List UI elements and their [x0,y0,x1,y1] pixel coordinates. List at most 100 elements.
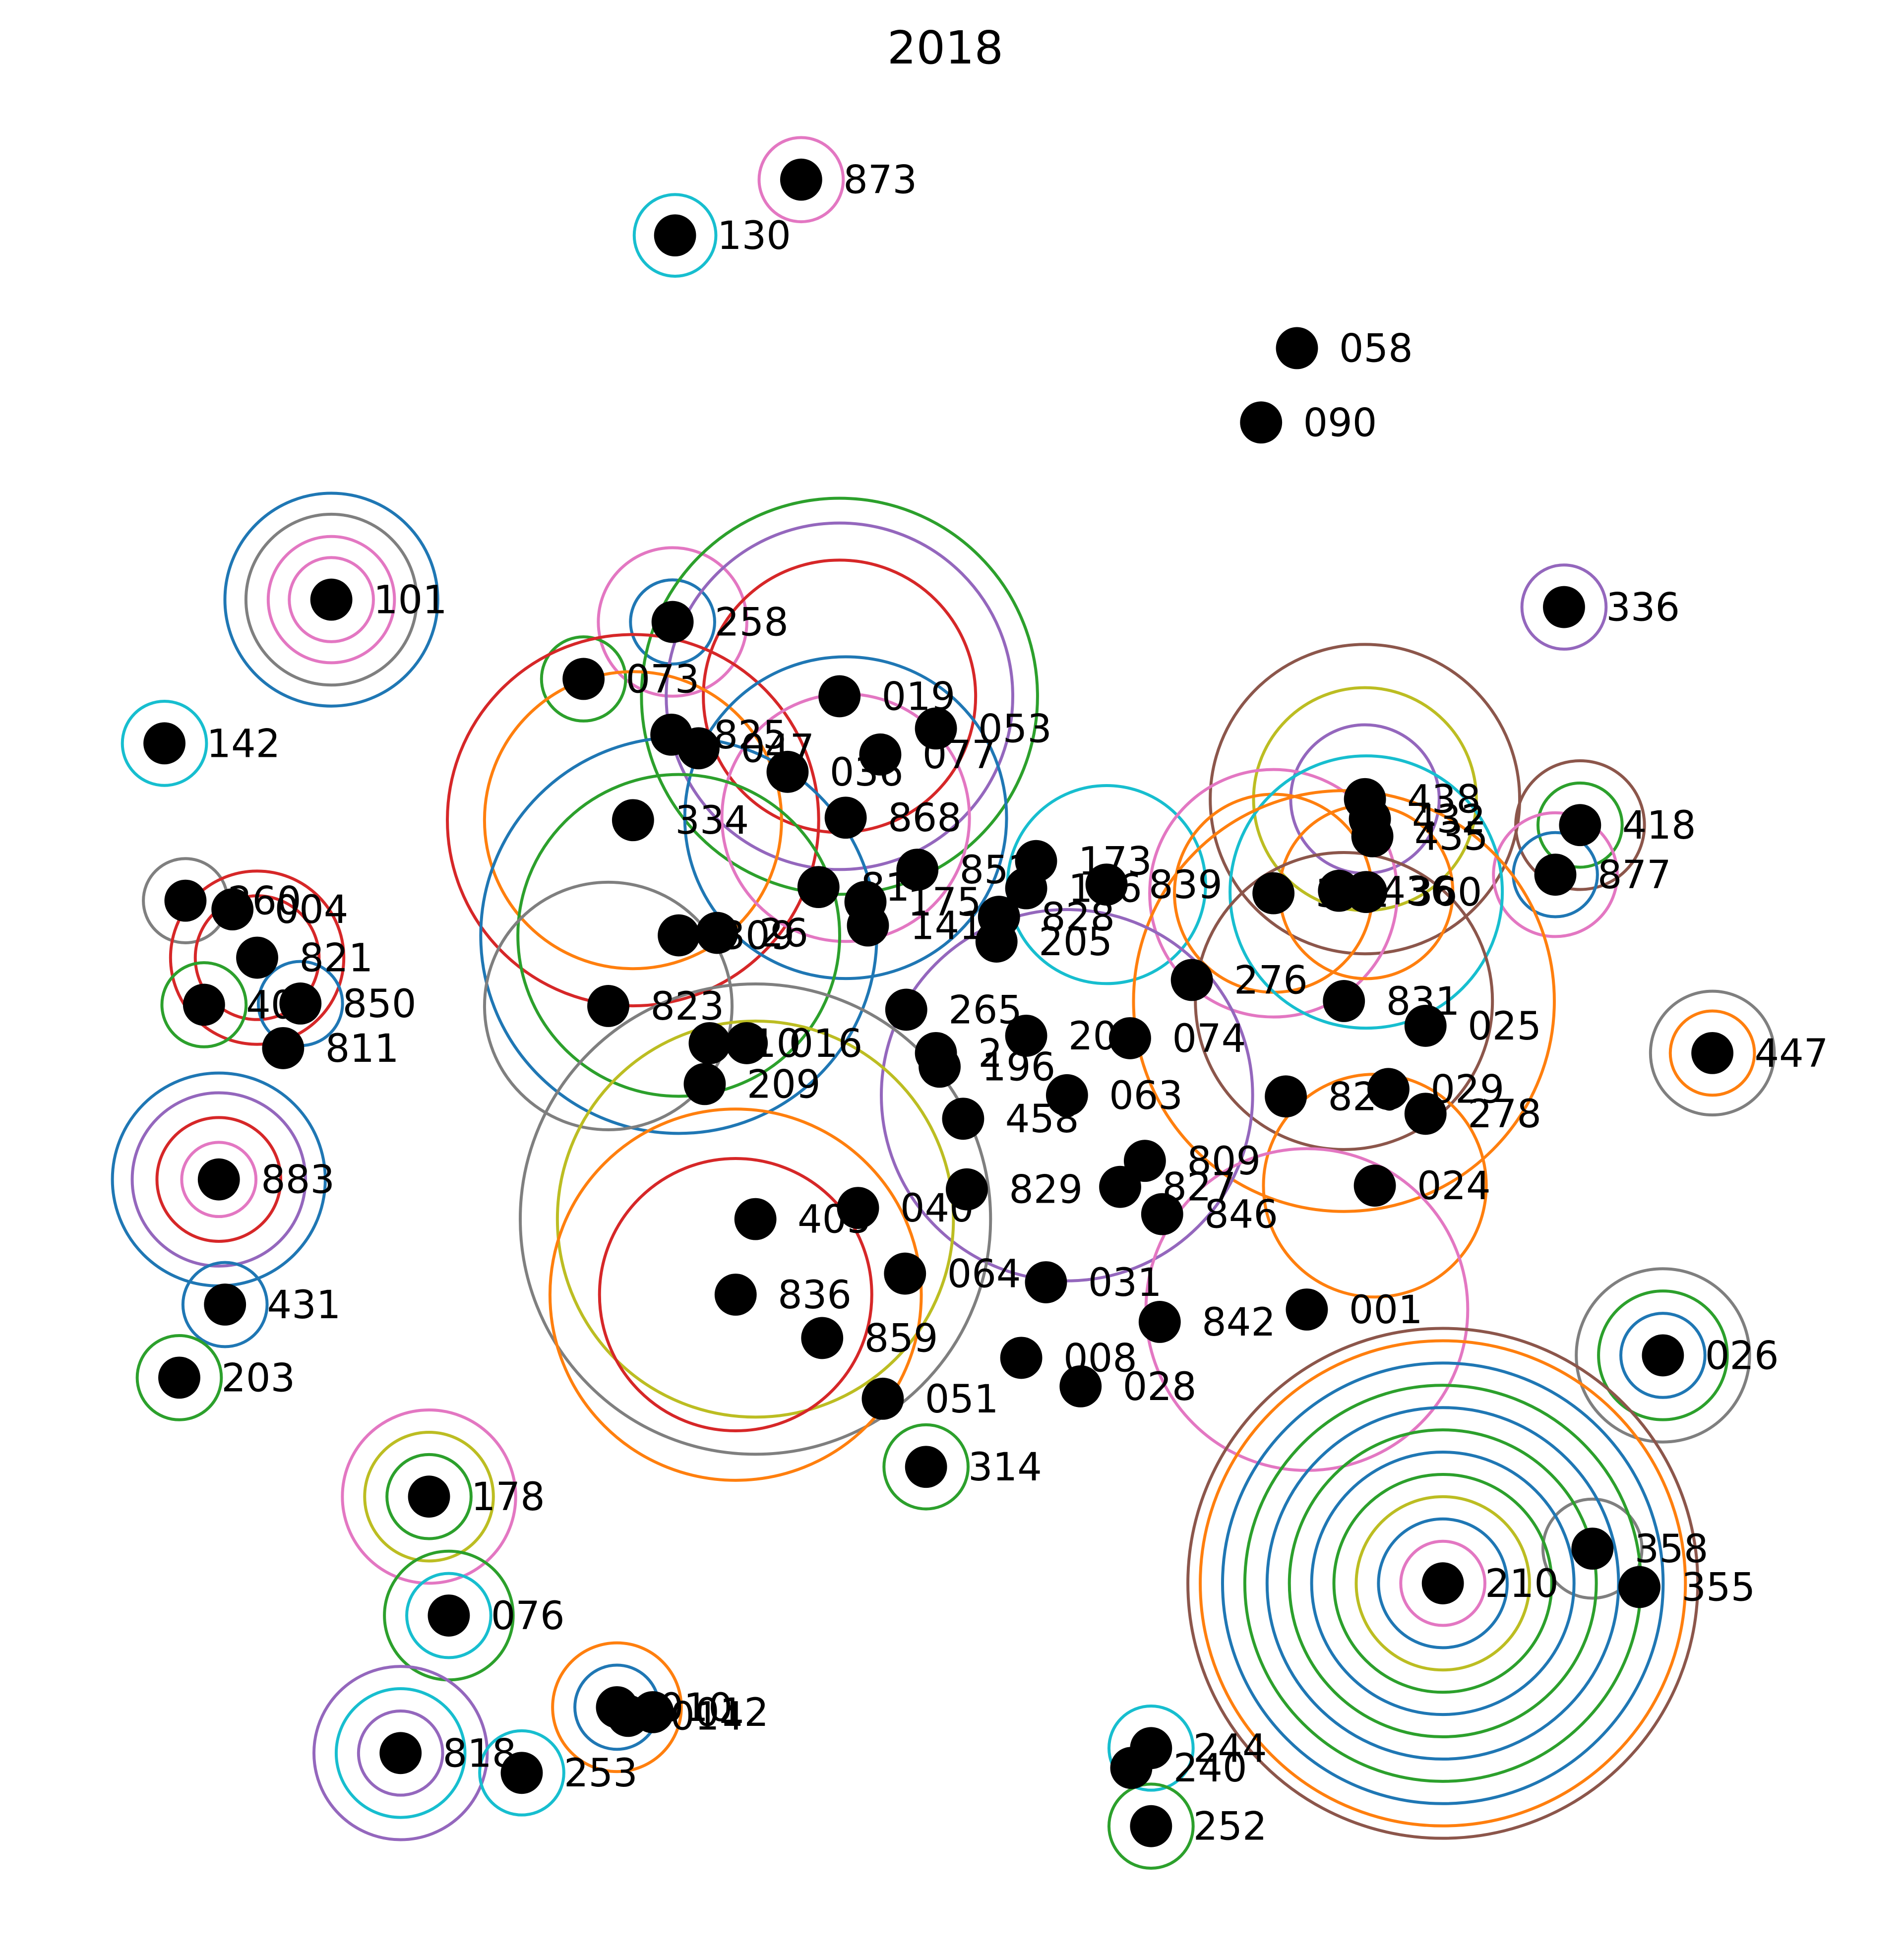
point-label-20: 20 [1068,1014,1117,1059]
point-842 [1138,1301,1181,1343]
point-883 [197,1158,240,1201]
point-label-253: 253 [564,1751,638,1796]
point-label-036: 036 [830,750,904,795]
ring-244-0 [1107,1704,1195,1792]
ring-405-0 [555,1019,955,1419]
point-029 [1367,1068,1410,1110]
point-label-016: 016 [789,1022,863,1066]
ring-130-0 [632,193,718,278]
ring-405-1 [518,982,992,1456]
point-820 [1265,1075,1307,1118]
point-031 [1025,1261,1067,1303]
point-label-820: 820 [1328,1075,1402,1119]
point-850 [279,982,322,1025]
point-label-051: 051 [925,1377,999,1422]
point-360 [1345,871,1388,914]
point-label-019: 019 [881,674,955,719]
point-81 [797,866,840,909]
point-label-2: 2 [978,1032,1003,1076]
point-label-435: 435 [1414,815,1488,859]
point-label-309: 309 [721,914,795,959]
point-label-432: 432 [1412,797,1486,842]
point-276 [1170,959,1213,1001]
point-210 [1421,1562,1464,1604]
point-label-101: 101 [373,578,447,623]
point-label-053: 053 [978,707,1052,751]
ring-210-4 [1310,1451,1576,1716]
ring-836-0 [598,1157,873,1433]
point-136 [1005,867,1047,910]
point-205 [975,920,1018,963]
point-074 [1109,1017,1151,1059]
point-label-355: 355 [1681,1566,1755,1610]
ring-360-1 [1228,754,1504,1030]
point-877 [1534,854,1577,896]
ring-334-1 [446,633,820,1008]
point-label-818: 818 [443,1731,517,1776]
ring-210-5 [1288,1428,1598,1739]
point-label-842: 842 [1202,1300,1276,1345]
point-024 [1353,1164,1396,1207]
ring-818-1 [334,1687,467,1819]
point-130 [654,214,696,257]
point-label-828: 828 [1041,895,1115,940]
point-label-407: 407 [246,983,320,1028]
point-334 [612,799,654,842]
ring-203-0 [135,1334,223,1421]
ring-868-1 [683,655,1008,980]
point-label-852: 852 [960,848,1034,893]
ring-309-0 [516,773,841,1098]
point-label-447: 447 [1754,1032,1828,1076]
point-004 [211,888,254,931]
point-label-141: 141 [910,904,984,949]
ring-101-3 [223,491,439,708]
point-label-331: 331 [1315,872,1389,916]
ring-431-0 [181,1261,269,1348]
point-258 [651,601,694,643]
point-label-024: 024 [1417,1164,1491,1209]
ring-831-0 [1194,851,1494,1151]
point-label-001: 001 [1349,1288,1423,1333]
point-label-438: 438 [1407,778,1481,822]
point-839 [1085,863,1128,906]
point-265 [885,988,927,1031]
ring-019-2 [640,496,1039,896]
ring-334-0 [483,670,783,971]
point-label-850: 850 [343,982,417,1027]
point-label-26: 26 [759,912,808,956]
point-label-821: 821 [299,936,373,980]
ring-210-1 [1377,1517,1509,1650]
point-868 [824,796,867,839]
point-831 [1323,980,1365,1022]
point-label-883: 883 [261,1158,335,1203]
point-026 [1642,1334,1684,1377]
point-101 [310,578,353,621]
point-label-877: 877 [1597,853,1671,898]
point-label-825: 825 [713,713,787,758]
point-196 [919,1045,961,1088]
ring-877-1 [1492,811,1619,938]
point-label-836: 836 [778,1273,852,1318]
ring-358-0 [1541,1497,1644,1600]
point-859 [801,1317,844,1359]
point-label-025: 025 [1468,1004,1541,1049]
point-label-418: 418 [1622,803,1696,848]
point-label-811: 811 [325,1027,399,1071]
point-818 [379,1732,422,1774]
ring-836-1 [548,1107,923,1482]
ring-101-1 [266,535,396,665]
point-label-064: 064 [947,1252,1021,1296]
point-label-010: 010 [659,1686,733,1730]
point-label-063: 063 [1109,1074,1183,1118]
ring-447-1 [1649,989,1776,1117]
point-209 [683,1063,726,1105]
point-label-265: 265 [948,988,1022,1033]
ring-101-2 [244,512,419,687]
point-label-196: 196 [982,1045,1055,1090]
point-058 [1276,327,1318,369]
ring-331-1 [1148,768,1399,1019]
point-051 [861,1377,904,1420]
ring-818-0 [357,1709,444,1797]
